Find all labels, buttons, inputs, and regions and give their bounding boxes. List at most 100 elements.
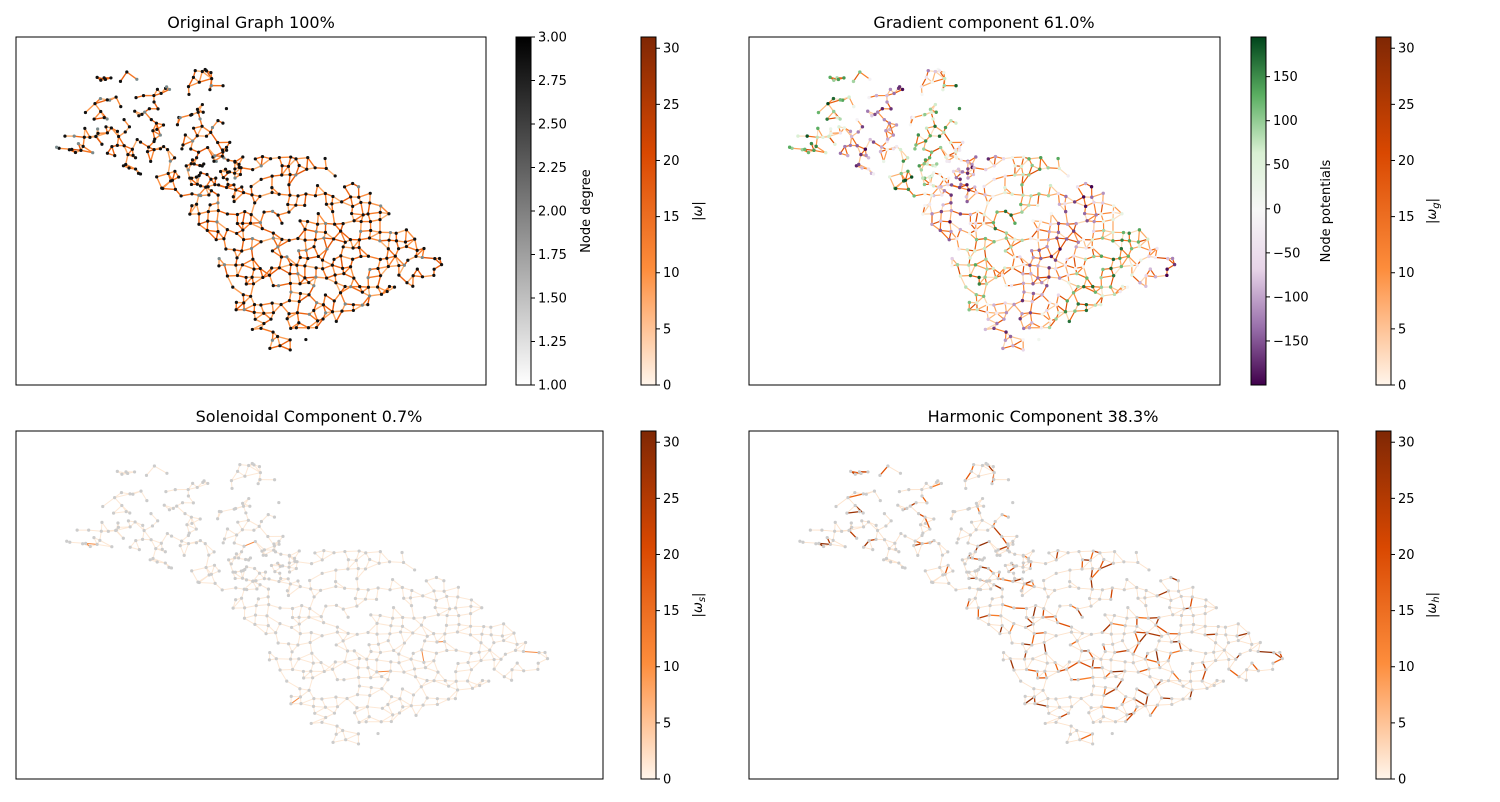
node [933, 69, 937, 74]
edge [403, 668, 415, 673]
node [359, 219, 363, 224]
node [852, 104, 856, 109]
node [208, 88, 212, 92]
edge [337, 626, 349, 634]
node [1053, 267, 1058, 271]
node [216, 183, 221, 187]
edge [146, 151, 152, 162]
edges [66, 463, 548, 745]
edge [335, 697, 338, 707]
node [949, 229, 953, 234]
edge [922, 203, 931, 215]
edge [1078, 650, 1083, 662]
node [984, 257, 988, 261]
edge [1190, 669, 1207, 673]
edge [296, 301, 300, 313]
edge [1101, 706, 1117, 709]
edge [1045, 632, 1057, 637]
node [267, 577, 271, 581]
edge [1068, 282, 1075, 293]
node [937, 185, 941, 189]
node [128, 492, 132, 496]
node [279, 255, 284, 259]
node [455, 630, 460, 634]
node [482, 624, 486, 629]
node [378, 613, 382, 618]
node [185, 523, 189, 527]
node [366, 276, 370, 280]
node [209, 572, 214, 576]
edge [1089, 598, 1100, 600]
edge [350, 286, 363, 293]
edge [1114, 615, 1128, 619]
edge [320, 662, 333, 670]
node [367, 715, 371, 719]
edge [223, 264, 229, 277]
edge [365, 589, 369, 600]
node [208, 203, 212, 207]
edge [263, 311, 274, 314]
node [894, 186, 898, 191]
node [379, 274, 383, 278]
edge [944, 574, 950, 584]
node [91, 151, 95, 155]
node [1048, 183, 1053, 188]
node [270, 174, 274, 178]
node [900, 87, 905, 92]
node [270, 301, 274, 305]
node [922, 182, 927, 187]
node [1075, 271, 1079, 276]
node [1047, 230, 1051, 234]
edge [255, 541, 265, 551]
node [213, 154, 217, 158]
node [296, 236, 300, 241]
node [352, 276, 356, 280]
edge [376, 622, 392, 627]
node [958, 177, 962, 181]
edge [143, 530, 152, 540]
node [363, 567, 368, 571]
edge [1115, 714, 1128, 723]
edge [336, 644, 348, 652]
edge [314, 552, 323, 561]
node [94, 134, 98, 139]
edge [978, 465, 983, 477]
edge [367, 667, 378, 673]
edge [1014, 165, 1022, 176]
node [141, 94, 146, 98]
edge [1033, 616, 1044, 625]
node [307, 688, 311, 692]
node [942, 70, 946, 75]
edge [1133, 688, 1138, 699]
node [480, 678, 485, 683]
edge [250, 248, 254, 260]
edge [114, 493, 131, 499]
edge [1054, 605, 1061, 617]
node [262, 577, 266, 581]
edge [292, 658, 300, 670]
edge [1116, 707, 1128, 716]
network-plot [798, 461, 1284, 746]
node [267, 273, 272, 277]
edge [196, 125, 203, 137]
node [351, 257, 355, 261]
colorbar-tick-label: 5 [663, 716, 671, 731]
node [147, 145, 151, 149]
node [270, 209, 275, 213]
node [81, 542, 85, 546]
edge [983, 248, 987, 260]
colorbar-tick-label: 25 [1398, 98, 1415, 113]
network-plot [55, 67, 444, 352]
node [286, 164, 291, 168]
edge [1021, 158, 1030, 167]
edge [1114, 286, 1123, 295]
edge [1065, 211, 1069, 225]
edge [356, 568, 359, 579]
edge [254, 623, 267, 635]
edge [398, 642, 405, 655]
node [968, 273, 973, 278]
edge [1168, 680, 1184, 687]
edge [1138, 668, 1150, 673]
node [1001, 650, 1006, 655]
edge [938, 543, 943, 556]
